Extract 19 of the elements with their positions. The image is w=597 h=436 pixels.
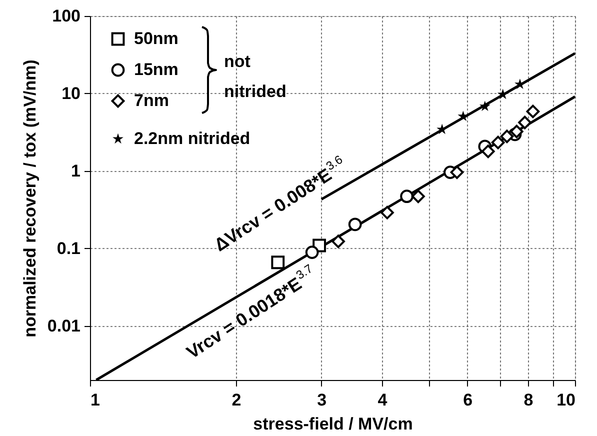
y-tick-label: 100 — [52, 6, 80, 26]
x-axis-title: stress-field / MV/cm — [253, 414, 413, 434]
legend-label: 50nm — [134, 29, 178, 48]
x-tick-label: 6 — [463, 390, 473, 410]
y-tick-label: 10 — [62, 84, 80, 103]
y-tick-label: 1 — [71, 161, 80, 180]
y-axis-title: normalized recovery / tox (mV/nm) — [20, 60, 40, 338]
annotation: not nitrided — [224, 52, 286, 101]
x-tick-label: 3 — [317, 390, 327, 410]
x-tick-label: 1 — [90, 390, 100, 410]
x-tick-label: 10 — [556, 390, 576, 410]
x-tick-label: 4 — [378, 390, 388, 410]
x-tick-label: 8 — [524, 390, 534, 410]
x-tick-label: 2 — [232, 390, 242, 410]
legend-label: 2.2nm nitrided — [134, 129, 250, 148]
legend-label: 7nm — [134, 91, 169, 110]
y-tick-label: 0.01 — [47, 316, 80, 336]
y-tick-label: 0.1 — [56, 238, 80, 258]
legend-label: 15nm — [134, 60, 178, 79]
